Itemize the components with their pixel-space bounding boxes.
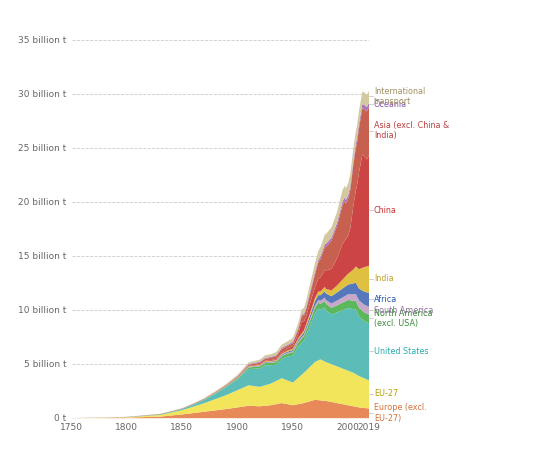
Text: Africa: Africa	[374, 295, 397, 304]
Text: South America: South America	[374, 306, 433, 315]
Text: Asia (excl. China &
India): Asia (excl. China & India)	[374, 121, 449, 140]
Text: International
transport: International transport	[374, 87, 425, 106]
Text: EU-27: EU-27	[374, 390, 398, 399]
Text: North America
(excl. USA): North America (excl. USA)	[374, 309, 432, 328]
Text: United States: United States	[374, 347, 428, 356]
Text: Europe (excl.
EU-27): Europe (excl. EU-27)	[374, 403, 427, 423]
Text: China: China	[374, 206, 397, 215]
Text: India: India	[374, 274, 394, 283]
Text: Oceania: Oceania	[374, 100, 407, 109]
